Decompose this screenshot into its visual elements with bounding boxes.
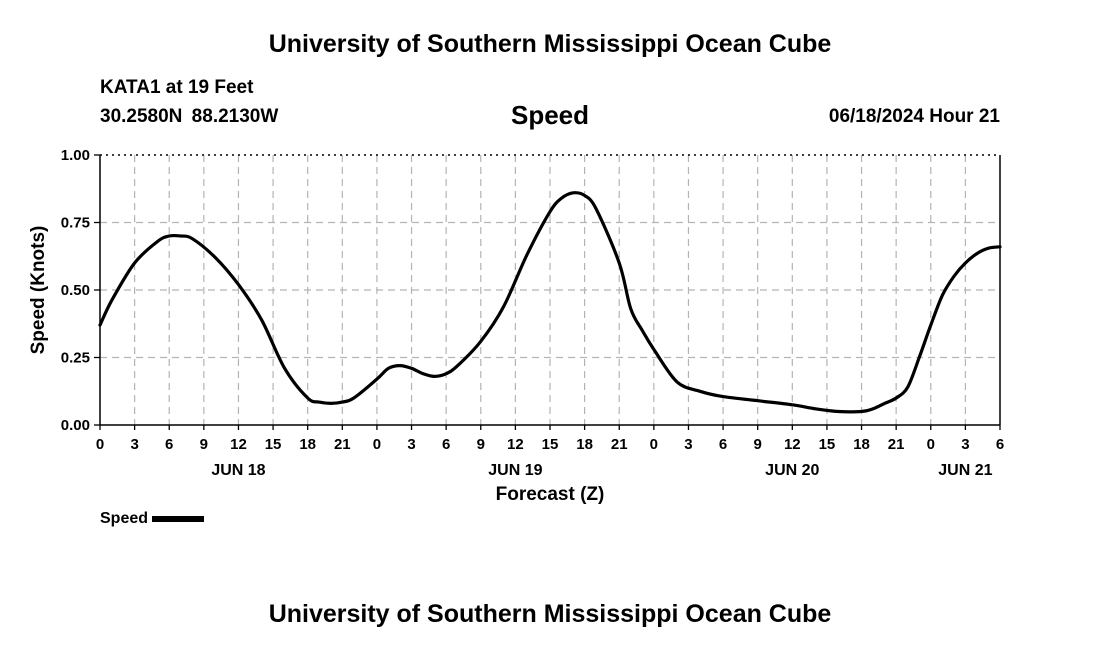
chart-ticks: 0 3 6 9 12 15 18 21 0 3 6 9 12 15 18 21 0 3 6 9 12 15 18 21 0 3 6J… xyxy=(61,147,1004,479)
x-tick-label: 9 xyxy=(754,436,762,453)
x-tick-label: 0 xyxy=(927,436,935,453)
x-tick-label: 12 xyxy=(784,436,801,453)
y-axis-label: Speed (Knots) xyxy=(28,226,49,355)
x-tick-label: 6 xyxy=(996,436,1004,453)
x-tick-label: 18 xyxy=(299,436,316,453)
y-tick-label: 1.00 xyxy=(61,147,90,164)
station-coordinates: 30.2580N 88.2130W xyxy=(100,106,279,127)
y-tick-label: 0.50 xyxy=(61,282,90,299)
x-day-label: JUN 18 xyxy=(211,462,265,479)
x-tick-label: 3 xyxy=(407,436,415,453)
x-tick-label: 15 xyxy=(542,436,559,453)
x-tick-label: 9 xyxy=(477,436,485,453)
legend: Speed xyxy=(100,510,205,528)
y-tick-label: 0.25 xyxy=(61,350,90,367)
x-day-label: JUN 21 xyxy=(938,462,992,479)
x-tick-label: 21 xyxy=(334,436,351,453)
x-tick-label: 21 xyxy=(888,436,905,453)
forecast-datetime: 06/18/2024 Hour 21 xyxy=(828,106,1000,127)
x-tick-label: 6 xyxy=(719,436,727,453)
x-tick-label: 6 xyxy=(165,436,173,453)
footer-title: University of Southern Mississippi Ocean… xyxy=(268,600,832,628)
chart-series xyxy=(98,191,1002,414)
x-tick-label: 15 xyxy=(819,436,836,453)
legend-swatch xyxy=(152,516,205,522)
page-title: University of Southern Mississippi Ocean… xyxy=(268,30,832,58)
x-tick-label: 3 xyxy=(130,436,138,453)
x-tick-label: 18 xyxy=(853,436,870,453)
speed-series-line xyxy=(98,191,1002,414)
x-tick-label: 18 xyxy=(576,436,593,453)
plot-title: Speed xyxy=(510,100,590,130)
legend-label: Speed xyxy=(100,510,149,527)
x-tick-label: 12 xyxy=(507,436,524,453)
x-day-label: JUN 20 xyxy=(765,462,819,479)
station-label: KATA1 at 19 Feet xyxy=(100,77,254,98)
x-tick-label: 21 xyxy=(611,436,628,453)
x-tick-label: 12 xyxy=(230,436,247,453)
x-tick-label: 3 xyxy=(961,436,969,453)
x-tick-label: 0 xyxy=(650,436,658,453)
chart-grid xyxy=(100,155,1000,425)
y-tick-label: 0.75 xyxy=(61,215,90,232)
x-tick-label: 0 xyxy=(96,436,104,453)
x-axis-label: Forecast (Z) xyxy=(496,484,605,505)
x-tick-label: 9 xyxy=(200,436,208,453)
x-tick-label: 6 xyxy=(442,436,450,453)
x-tick-label: 15 xyxy=(265,436,282,453)
x-tick-label: 3 xyxy=(684,436,692,453)
x-tick-label: 0 xyxy=(373,436,381,453)
y-tick-label: 0.00 xyxy=(61,417,90,434)
x-day-label: JUN 19 xyxy=(488,462,542,479)
